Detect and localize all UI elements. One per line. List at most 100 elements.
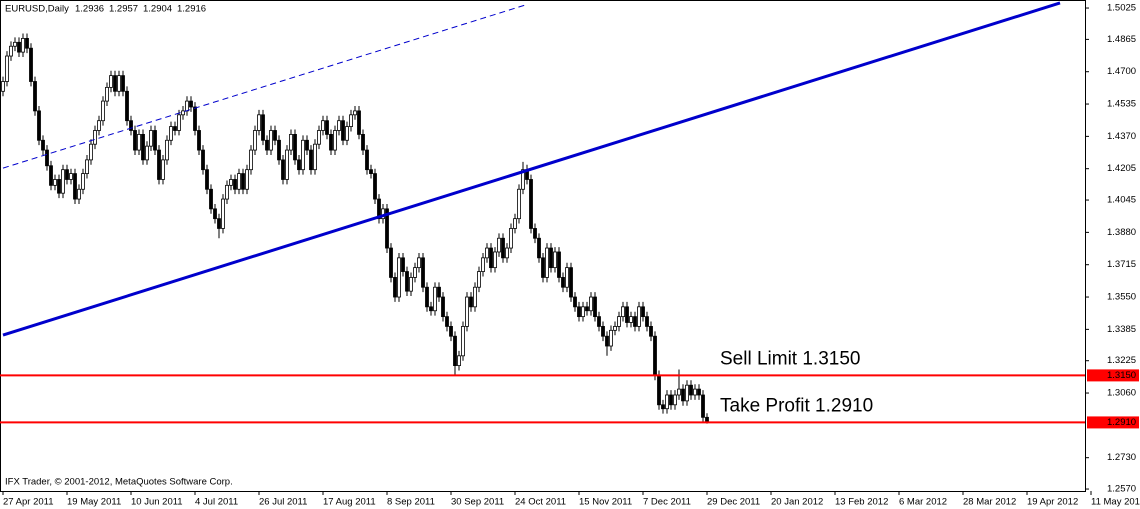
candle-body: [105, 86, 109, 102]
x-tick-label: 8 Sep 2011: [387, 497, 435, 508]
candle-body: [541, 257, 545, 278]
candle-body: [109, 75, 113, 88]
candle-body: [233, 179, 237, 190]
candle-body: [621, 306, 625, 318]
candle-body: [33, 81, 37, 112]
candle-body: [437, 286, 441, 298]
candle-body: [353, 110, 357, 116]
candle-body: [669, 394, 673, 406]
candle-body: [321, 120, 325, 131]
candle-body: [57, 179, 61, 194]
x-tick-label: 20 Jan 2012: [771, 497, 823, 508]
x-tick-label: 27 Apr 2011: [3, 497, 54, 508]
candle-body: [429, 306, 433, 312]
candle-body: [265, 139, 269, 151]
y-tick-label: 1.4700: [1107, 66, 1136, 77]
candle-body: [609, 329, 613, 347]
x-tick-label: 7 Dec 2011: [643, 497, 691, 508]
candle-body: [309, 149, 313, 171]
candle-body: [369, 169, 373, 174]
candle-body: [257, 114, 261, 131]
y-tick-label: 1.4370: [1107, 131, 1136, 142]
x-tick-label: 28 Mar 2012: [963, 497, 1016, 508]
candle-body: [125, 90, 129, 122]
candle-body: [221, 198, 225, 229]
candle-body: [357, 110, 361, 135]
candle-body: [693, 388, 697, 396]
candle-body: [417, 257, 421, 269]
candle-body: [53, 179, 57, 186]
candle-body: [625, 306, 629, 323]
level-price-box: [1087, 369, 1139, 382]
candle-body: [141, 134, 145, 161]
trend-line: [2, 1, 1061, 337]
candle-body: [473, 286, 477, 308]
y-tick-label: 1.3060: [1107, 388, 1136, 399]
x-tick-label: 6 Mar 2012: [899, 497, 947, 508]
candle-body: [701, 394, 705, 418]
candle-body: [281, 159, 285, 180]
candle-body: [201, 149, 205, 171]
candle-body: [269, 130, 273, 151]
candle-body: [313, 143, 317, 171]
header-value: 1.2916: [177, 4, 206, 15]
candle-body: [129, 120, 133, 131]
candle-body: [689, 384, 693, 396]
candle-body: [1, 81, 5, 92]
candle-body: [633, 316, 637, 327]
candle-body: [245, 169, 249, 190]
x-tick-label: 19 Apr 2012: [1027, 497, 1078, 508]
candle-body: [121, 75, 125, 92]
candle-body: [237, 173, 241, 190]
candle-body: [373, 173, 377, 200]
candle-body: [481, 257, 485, 272]
candle-body: [597, 316, 601, 327]
candle-body: [361, 134, 365, 151]
candle-body: [197, 130, 201, 151]
candle-body: [181, 110, 185, 116]
candle-body: [61, 169, 65, 194]
x-tick-label: 15 Nov 2011: [579, 497, 632, 508]
candle-body: [573, 296, 577, 308]
candle-body: [553, 251, 557, 269]
candle-body: [613, 326, 617, 331]
candle-body: [561, 277, 565, 288]
y-tick-label: 1.3880: [1107, 227, 1136, 238]
candle-body: [49, 165, 53, 186]
y-tick-label: 1.5025: [1107, 3, 1136, 14]
candle-body: [637, 306, 641, 327]
candle-body: [45, 149, 49, 167]
candle-body: [145, 145, 149, 161]
x-tick-label: 24 Oct 2011: [515, 497, 566, 508]
candle-body: [529, 179, 533, 229]
candle-body: [421, 257, 425, 288]
candle-body: [505, 247, 509, 259]
candle-body: [605, 335, 609, 347]
candle-body: [89, 143, 93, 161]
footer: IFX Trader, © 2001-2012, MetaQuotes Soft…: [5, 477, 233, 488]
candle-body: [25, 38, 29, 49]
y-tick-label: 1.4535: [1107, 99, 1136, 110]
candle-body: [537, 237, 541, 259]
candle-body: [297, 159, 301, 171]
candle-body: [365, 149, 369, 171]
candle-body: [253, 130, 257, 151]
y-tick-label: 1.3385: [1107, 324, 1136, 335]
candle-body: [65, 169, 69, 180]
header-value: 1.2936: [75, 4, 104, 15]
candle-body: [533, 228, 537, 239]
candle-body: [585, 306, 589, 312]
x-tick-label: 13 Feb 2012: [835, 497, 888, 508]
header-value: 1.2904: [143, 4, 172, 15]
candle-body: [433, 286, 437, 312]
candle-body: [325, 120, 329, 135]
candle-body: [81, 173, 85, 190]
candle-body: [461, 326, 465, 357]
candle-body: [485, 247, 489, 259]
candle-body: [349, 114, 353, 127]
y-tick-label: 1.3715: [1107, 259, 1136, 270]
x-tick-label: 29 Dec 2011: [707, 497, 760, 508]
x-tick-label: 11 May 201: [1091, 497, 1140, 508]
